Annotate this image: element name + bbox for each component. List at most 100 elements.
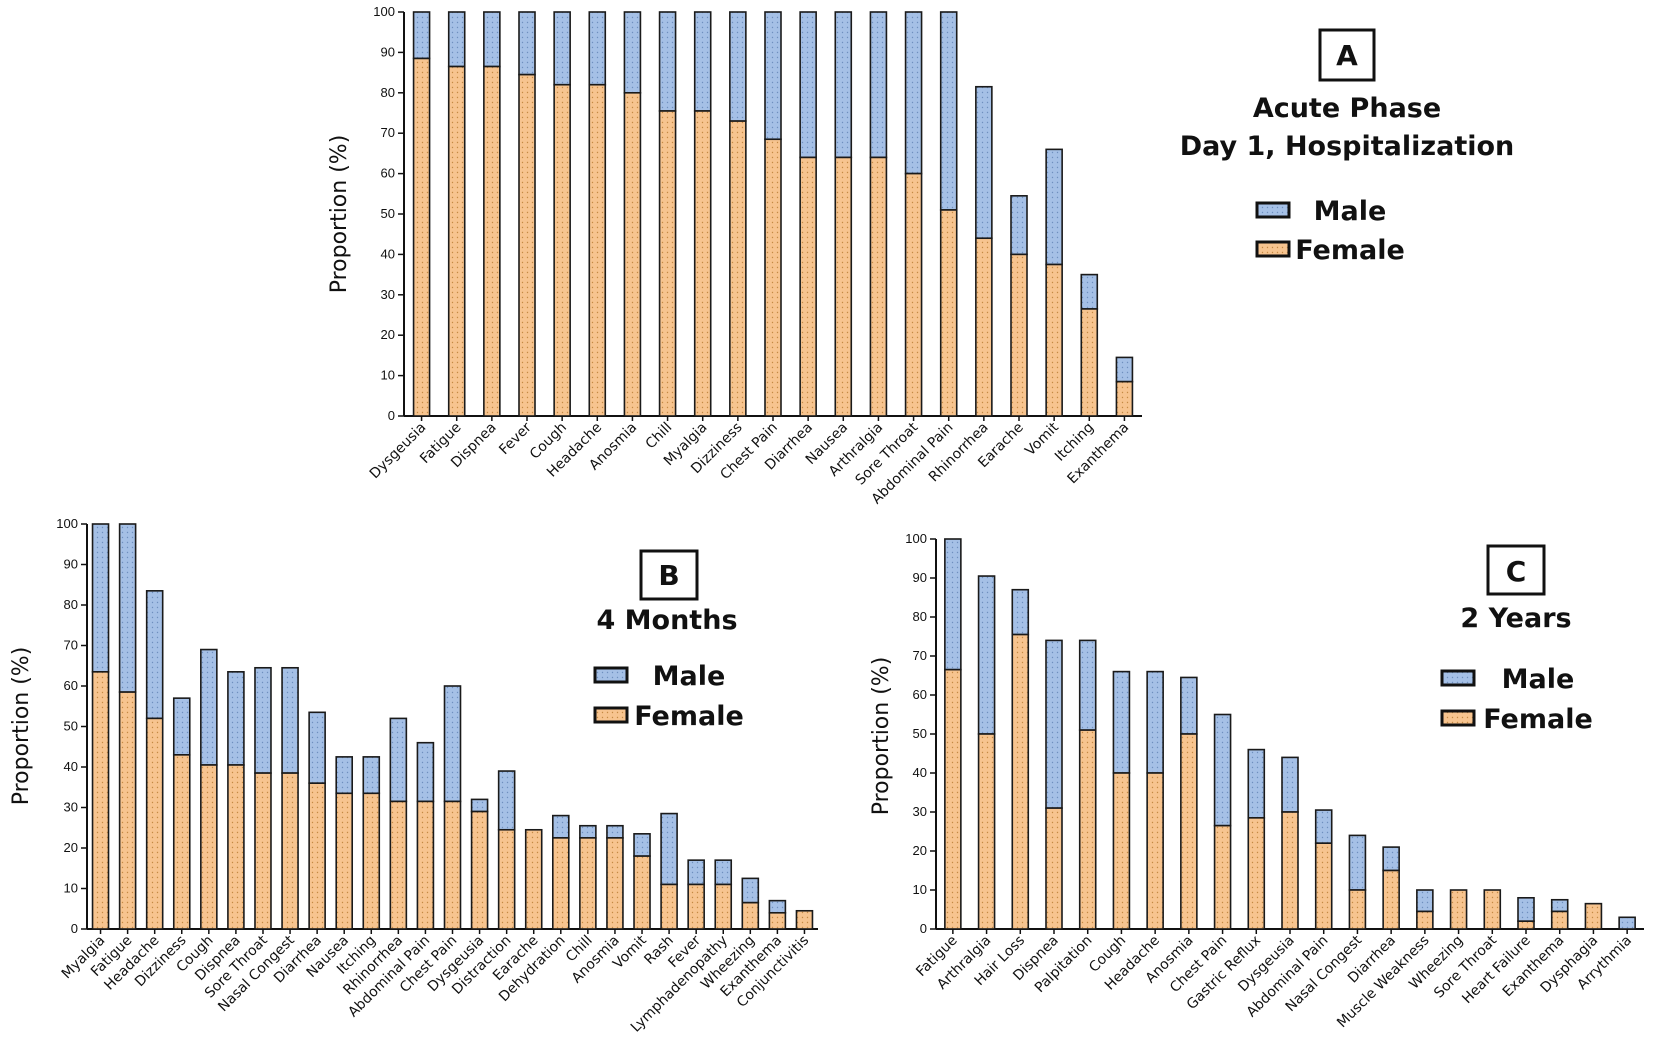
bar-male-chest-pain — [1213, 713, 1232, 827]
bar-male-fever — [518, 11, 536, 76]
bar-male-rhinorrhea — [389, 717, 408, 803]
bar-female-nasal-congest — [281, 772, 299, 930]
bar-male-itching — [1080, 273, 1099, 310]
bar-female-fatigue — [447, 65, 466, 417]
bar-male-dysgeusia — [412, 11, 431, 60]
y-tick-label: 50 — [64, 719, 78, 734]
bar-female-rash — [660, 883, 678, 930]
bar-male-diarrhea — [308, 711, 326, 785]
bar-male-itching — [362, 756, 381, 795]
bar-female-headache — [588, 83, 607, 417]
y-tick-label: 80 — [381, 85, 395, 100]
bar-female-dysgeusia — [1281, 811, 1299, 930]
y-tick-label: 0 — [388, 408, 395, 423]
bar-male-arrythmia — [1618, 916, 1636, 930]
y-tick-label: 30 — [64, 800, 78, 815]
legend-label-female: Female — [1483, 704, 1593, 735]
bar-male-palpitation — [1078, 639, 1097, 731]
y-tick-label: 20 — [64, 840, 78, 855]
bar-male-distraction — [497, 770, 516, 831]
bar-male-anosmia — [623, 11, 642, 94]
y-tick-label: 10 — [381, 368, 395, 383]
bar-female-rhinorrhea — [389, 800, 408, 930]
y-tick-label: 60 — [381, 166, 395, 181]
bar-male-myalgia — [693, 11, 712, 112]
y-tick-label: 90 — [381, 44, 395, 59]
y-tick-label: 30 — [913, 804, 927, 819]
panel-letter-box — [1318, 28, 1376, 82]
y-tick-label: 70 — [913, 648, 927, 663]
bar-male-dysgeusia — [470, 798, 489, 813]
bar-male-rash — [660, 812, 678, 886]
panel-title: Acute Phase — [1253, 93, 1441, 124]
bar-female-dysgeusia — [470, 810, 489, 930]
bar-male-fatigue — [447, 11, 466, 68]
bar-male-exanthema — [1550, 898, 1569, 913]
y-tick-label: 80 — [913, 609, 927, 624]
bar-female-nausea — [834, 156, 853, 417]
bar-male-nasal-congest — [1348, 834, 1367, 891]
bar-female-dispnea — [227, 764, 245, 930]
bar-male-gastric-reflux — [1247, 748, 1266, 819]
bar-male-nausea — [834, 11, 853, 159]
bar-female-arthralgia — [977, 733, 996, 930]
bar-female-fever — [518, 73, 536, 417]
bar-female-hair-loss — [1011, 633, 1030, 930]
bar-male-vomit — [1045, 148, 1063, 266]
bar-female-diarrhea — [1382, 869, 1400, 930]
bar-female-chest-pain — [443, 800, 462, 930]
y-axis-title: Proportion (%) — [327, 135, 352, 294]
y-tick-label: 100 — [56, 516, 78, 531]
bar-female-conjunctivitis — [795, 909, 814, 930]
legend-label-female: Female — [1295, 235, 1405, 266]
bar-male-abdominal-pain — [1314, 809, 1333, 844]
legend-swatch-male — [593, 666, 629, 684]
bar-male-chest-pain — [764, 11, 782, 141]
bar-male-chill — [658, 11, 677, 112]
y-tick-label: 90 — [913, 570, 927, 585]
bar-female-abdominal-pain — [1314, 842, 1333, 930]
y-tick-label: 80 — [64, 597, 78, 612]
bar-male-headache — [588, 11, 607, 86]
bar-female-sore-throat — [1483, 889, 1502, 930]
bar-male-arthralgia — [977, 575, 996, 735]
panel-letter: B — [658, 559, 679, 592]
bar-female-fatigue — [944, 668, 962, 930]
bar-female-vomit — [633, 855, 651, 930]
bar-male-cough — [1112, 670, 1131, 774]
y-tick-label: 60 — [913, 687, 927, 702]
bar-male-chill — [579, 824, 597, 839]
y-axis-title: Proportion (%) — [9, 647, 34, 806]
bar-male-abdominal-pain — [939, 11, 958, 211]
legend-swatch-female — [1255, 240, 1291, 258]
bar-male-chest-pain — [443, 685, 462, 803]
y-tick-label: 70 — [381, 125, 395, 140]
legend: Male Female — [1255, 196, 1405, 266]
panel-letter: C — [1506, 555, 1527, 588]
bar-female-palpitation — [1078, 729, 1097, 930]
bar-male-headache — [145, 590, 164, 720]
bar-male-exanthema — [768, 899, 787, 914]
bar-female-gastric-reflux — [1247, 817, 1266, 930]
bar-female-rhinorrhea — [975, 237, 993, 417]
bar-female-arthralgia — [869, 156, 888, 417]
bar-female-dysgeusia — [412, 57, 431, 417]
bar-male-earache — [1010, 195, 1028, 256]
bar-female-chill — [579, 837, 597, 930]
legend-label-female: Female — [634, 701, 744, 732]
y-tick-label: 40 — [64, 759, 78, 774]
legend-label-male: Male — [1314, 196, 1387, 227]
bar-male-cough — [200, 648, 218, 766]
legend: Male Female — [593, 661, 744, 732]
bar-female-headache — [145, 717, 164, 930]
bar-male-dispnea — [227, 671, 245, 766]
bar-male-abdominal-pain — [416, 741, 435, 803]
bar-female-cough — [1112, 772, 1131, 930]
bar-male-dehydration — [551, 814, 570, 839]
legend-label-male: Male — [653, 661, 726, 692]
bar-male-myalgia — [91, 523, 110, 673]
bar-female-anosmia — [1180, 733, 1198, 930]
bar-female-dispnea — [483, 65, 501, 417]
bar-female-fever — [687, 883, 705, 930]
bar-male-headache — [1146, 670, 1164, 774]
